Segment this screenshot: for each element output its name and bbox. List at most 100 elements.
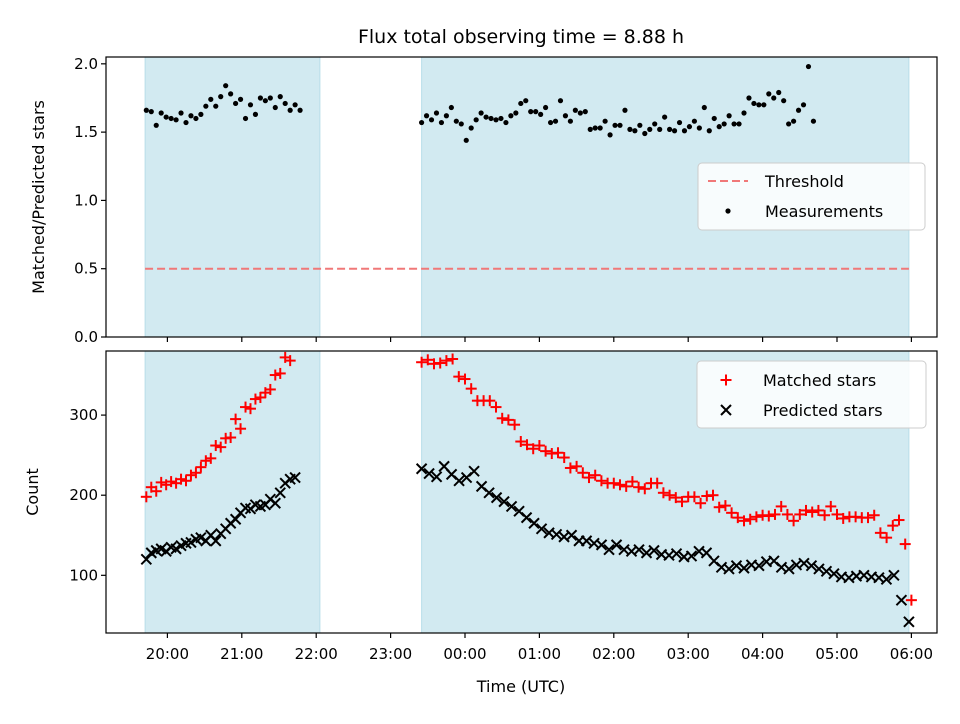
measurement-point (567, 118, 574, 124)
measurement-point (577, 110, 583, 116)
measurement-point (721, 121, 727, 127)
matched-star-point (806, 506, 818, 518)
bottom-y-tick-label: 100 (69, 566, 98, 584)
measurement-point (726, 113, 732, 119)
matched-star-point (185, 469, 197, 481)
matched-star-point (440, 355, 452, 367)
measurement-point (513, 110, 519, 116)
measurement-point (667, 126, 673, 132)
matched-star-point (695, 497, 707, 509)
measurement-point (716, 124, 722, 130)
predicted-star-point (535, 523, 548, 535)
measurement-point (257, 95, 263, 101)
ratio-legend: Threshold Measurements (697, 162, 926, 231)
predicted-star-point (888, 569, 900, 582)
measurement-point (198, 111, 204, 117)
matched-star-point (434, 357, 446, 369)
measurement-point (652, 121, 658, 127)
measurement-point (272, 104, 278, 111)
measurement-point (637, 122, 643, 128)
matched-star-point (558, 452, 570, 464)
measurement-point (696, 125, 702, 131)
matched-star-point (422, 354, 434, 366)
measurement-point (448, 104, 454, 111)
matched-star-point (639, 483, 651, 495)
predicted-star-point (670, 547, 683, 560)
predicted-star-point (453, 475, 465, 487)
matched-star-point (210, 440, 222, 452)
measurement-point (163, 114, 169, 120)
measurement-point (213, 103, 219, 109)
measurement-legend-swatch (725, 208, 731, 214)
predicted-star-point (269, 497, 281, 509)
matched-star-point (240, 401, 252, 413)
matched-star-point (688, 491, 700, 503)
measurement-point (267, 95, 273, 101)
predicted-star-point (805, 559, 818, 572)
predicted-star-point (580, 535, 593, 547)
measurement-point (498, 115, 504, 122)
predicted-star-point (423, 467, 435, 480)
matched-star-point (893, 514, 905, 526)
matched-star-point (515, 436, 527, 448)
predicted-star-point (813, 563, 825, 575)
measurement-point (433, 110, 440, 116)
predicted-star-point (415, 463, 428, 475)
x-tick-label: 02:00 (592, 645, 635, 663)
measurement-point (538, 111, 544, 117)
predicted-star-point (895, 594, 908, 606)
predicted-star-point (903, 616, 915, 628)
measurement-point (533, 109, 539, 115)
predicted-star-point (170, 543, 182, 555)
measurement-point (597, 125, 603, 131)
matched-star-point (905, 594, 917, 606)
measurement-point (287, 107, 293, 113)
predicted-star-point (289, 471, 301, 484)
measurement-point (247, 102, 254, 108)
ratio-legend-box (697, 162, 926, 231)
measurement-point (438, 119, 445, 126)
top-y-tick-label: 0.5 (74, 260, 98, 278)
measurement-point (795, 107, 802, 113)
measurement-point (419, 119, 425, 126)
measurement-point (592, 125, 598, 131)
predicted-star-point (565, 529, 578, 541)
measurement-point (528, 109, 534, 115)
matched-star-point (664, 489, 676, 501)
matched-star-point (874, 527, 886, 539)
matched-star-point (195, 461, 207, 473)
measurement-point (458, 121, 464, 127)
predicted-star-point (880, 573, 893, 586)
predicted-star-point (820, 565, 833, 578)
predicted-star-point (720, 404, 732, 416)
predicted-star-point (140, 553, 153, 566)
matched-star-point (244, 403, 256, 415)
matched-star-point (533, 440, 545, 452)
top-y-tick-label: 1.5 (74, 123, 98, 141)
measurement-point (647, 126, 653, 132)
matched-star-point (552, 447, 564, 459)
matched-star-point (205, 452, 217, 464)
matched-star-point (881, 532, 893, 544)
measurement-point (676, 119, 683, 126)
top-y-tick-label: 2.0 (74, 55, 98, 73)
measurement-point (153, 122, 159, 128)
matched-star-point (781, 508, 793, 520)
measurement-point (518, 100, 524, 107)
matched-star-point (583, 472, 595, 484)
measurement-point (443, 113, 449, 119)
measurement-point (671, 128, 678, 134)
measurement-point (776, 89, 782, 96)
measurement-point (173, 117, 179, 123)
matched-star-point (825, 500, 837, 512)
measurement-point (218, 94, 224, 100)
measurement-point (143, 107, 149, 113)
matched-star-point (235, 423, 247, 435)
measurement-point (731, 121, 737, 127)
x-tick-label: 23:00 (369, 645, 412, 663)
matched-legend-label: Matched stars (763, 371, 876, 390)
measurement-point (223, 83, 229, 89)
measurement-point (627, 126, 633, 132)
matched-star-point (453, 371, 465, 383)
measurement-point (193, 115, 199, 122)
